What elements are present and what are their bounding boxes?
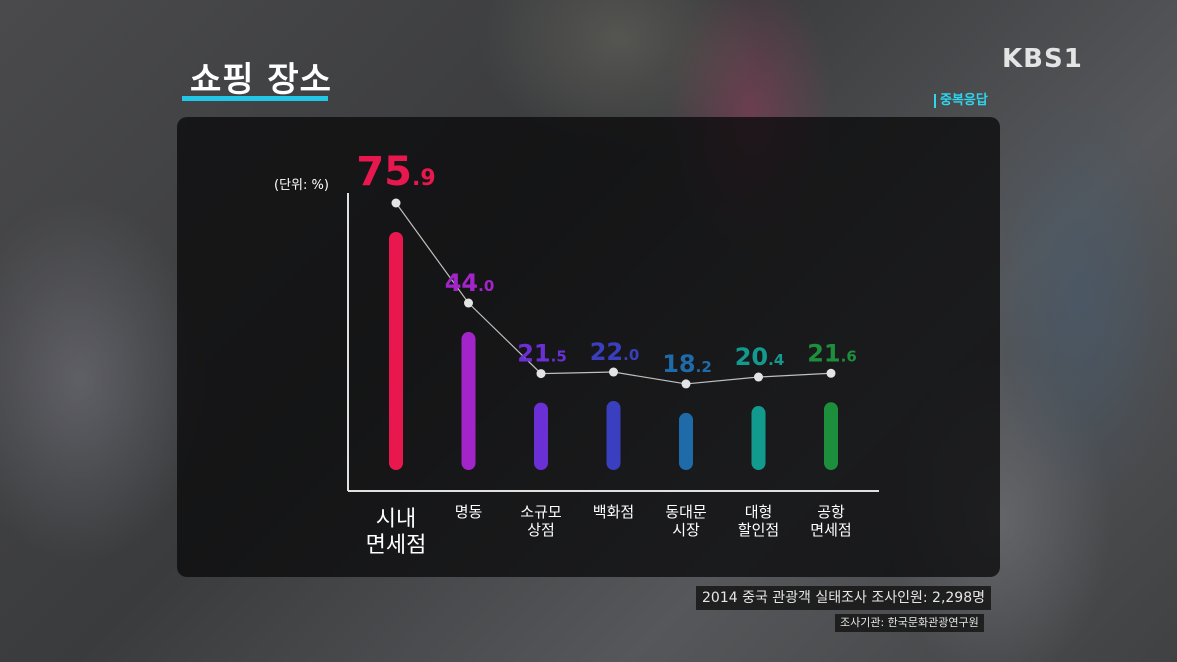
category-label: 시내 면세점 (366, 507, 427, 558)
data-point (681, 379, 691, 389)
value-label: 21.5 (517, 340, 567, 368)
value-label: 18.2 (662, 350, 712, 378)
bar (606, 401, 621, 470)
category-label: 백화점 (593, 503, 634, 521)
data-point (826, 368, 836, 378)
survey-source: 2014 중국 관광객 실태조사 조사인원: 2,298명 (696, 586, 991, 610)
value-label: 21.6 (807, 339, 857, 367)
value-label: 20.4 (735, 343, 785, 371)
bar (389, 232, 403, 470)
data-point (464, 298, 473, 308)
category-label: 소규모 상점 (520, 503, 562, 539)
bar (679, 412, 693, 470)
bar (534, 402, 548, 470)
data-point (609, 367, 618, 377)
survey-organization: 조사기관: 한국문화관광연구원 (835, 614, 984, 632)
bar-chart: (단위: %) 75.9 44.0 21.5 22.0 18.2 20.4 21.6 시내 면… (274, 149, 879, 558)
multiple-response-note: 중복응답 (934, 94, 988, 108)
title-underline (182, 96, 328, 101)
data-point (536, 369, 546, 379)
category-label: 대형 할인점 (738, 503, 779, 539)
chart-title: 쇼핑 장소 (190, 60, 332, 100)
value-label: 44.0 (445, 269, 495, 297)
bar (461, 332, 476, 470)
bar (824, 402, 838, 470)
category-label: 명동 (455, 503, 483, 521)
value-label: 22.0 (590, 338, 640, 366)
broadcaster-logo: KBS1 (1002, 44, 1083, 74)
unit-label: (단위: %) (274, 178, 329, 193)
category-label: 공항 면세점 (810, 503, 851, 539)
category-label: 동대문 시장 (665, 503, 707, 539)
bar (751, 406, 766, 470)
chart-panel: (단위: %) 75.9 44.0 21.5 22.0 18.2 20.4 21.6 시내 면… (177, 117, 1000, 577)
data-point (391, 198, 401, 208)
value-label: 75.9 (356, 149, 435, 195)
data-point (754, 372, 763, 382)
